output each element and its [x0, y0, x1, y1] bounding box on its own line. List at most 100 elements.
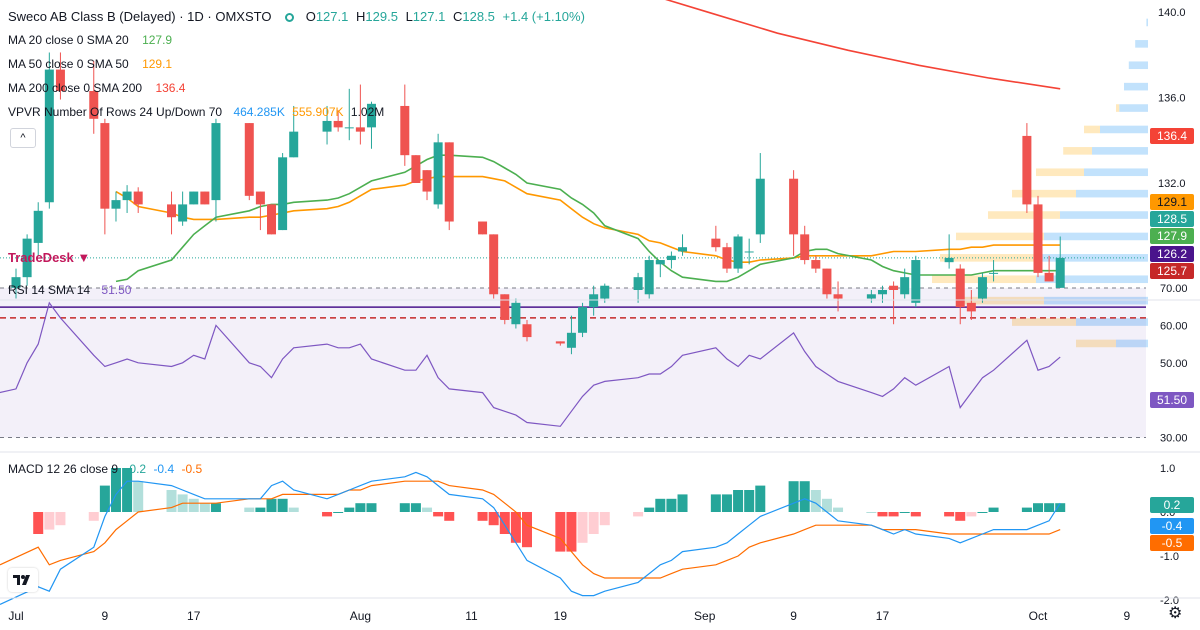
settings-gear-icon[interactable]: ⚙	[1168, 605, 1183, 622]
candle[interactable]	[1055, 236, 1065, 288]
candle-body	[989, 272, 999, 274]
candle[interactable]	[822, 268, 832, 299]
candle[interactable]	[833, 281, 843, 312]
candle[interactable]	[267, 204, 276, 235]
candle-body	[111, 200, 121, 209]
candle[interactable]	[722, 242, 732, 273]
candle[interactable]	[111, 191, 121, 222]
tradingview-logo-icon[interactable]	[8, 568, 38, 592]
candle[interactable]	[711, 225, 721, 252]
candle[interactable]	[800, 225, 810, 265]
candle-body	[944, 257, 954, 263]
candle[interactable]	[566, 315, 576, 355]
candle[interactable]	[333, 110, 343, 132]
candle-body	[444, 142, 454, 222]
collapse-legend-button[interactable]: ^	[10, 128, 36, 148]
vpvr-row-up	[1012, 189, 1076, 198]
candle[interactable]	[444, 142, 454, 231]
candle[interactable]	[489, 234, 499, 299]
macd-histogram-bar	[433, 512, 444, 517]
candle[interactable]	[977, 272, 987, 303]
candle[interactable]	[289, 105, 299, 158]
candle[interactable]	[633, 272, 643, 303]
candle[interactable]	[322, 105, 332, 145]
candle[interactable]	[178, 191, 188, 226]
ma200-label: MA 200 close 0 SMA 200	[8, 81, 143, 95]
candle[interactable]	[944, 234, 954, 269]
candle[interactable]	[578, 302, 588, 338]
candle[interactable]	[255, 191, 265, 231]
macd-histogram-bar	[399, 503, 410, 512]
tradedesk-label[interactable]: TradeDesk ▼	[8, 250, 91, 265]
candle[interactable]	[666, 251, 676, 269]
candle[interactable]	[211, 118, 221, 222]
candle[interactable]	[167, 191, 177, 235]
pane-separators[interactable]	[0, 299, 1200, 599]
candle[interactable]	[122, 185, 132, 213]
candle[interactable]	[655, 260, 665, 278]
candle[interactable]	[411, 155, 421, 183]
candle[interactable]	[511, 298, 521, 329]
candle[interactable]	[789, 170, 799, 256]
candle[interactable]	[644, 255, 654, 299]
candle[interactable]	[1022, 123, 1032, 213]
candle[interactable]	[989, 260, 999, 282]
macd-histogram-bar	[799, 481, 810, 512]
candle-body	[666, 255, 676, 261]
candle[interactable]	[966, 290, 976, 320]
candle[interactable]	[755, 153, 765, 243]
vpvr-row-up	[956, 296, 1044, 305]
candle[interactable]	[744, 238, 754, 265]
candle[interactable]	[100, 118, 110, 235]
candle[interactable]	[589, 285, 599, 316]
candle[interactable]	[344, 88, 354, 141]
candle[interactable]	[1033, 195, 1043, 278]
candle-body	[744, 251, 754, 253]
symbol-title[interactable]: Sweco AB Class B (Delayed) · 1D · OMXSTO	[8, 9, 272, 24]
macd-histogram-bar	[210, 503, 221, 512]
candle[interactable]	[22, 234, 32, 286]
candlesticks[interactable]	[0, 52, 1065, 355]
candle[interactable]	[866, 290, 876, 303]
candle[interactable]	[400, 84, 410, 166]
candle[interactable]	[189, 191, 199, 205]
vpvr-row-up	[956, 232, 1044, 241]
symbol-header[interactable]: Sweco AB Class B (Delayed) · 1D · OMXSTO…	[8, 9, 589, 24]
ma20-legend[interactable]: MA 20 close 0 SMA 20 127.9	[8, 33, 176, 47]
ma200-legend[interactable]: MA 200 close 0 SMA 200 136.4	[8, 81, 189, 95]
candle[interactable]	[133, 187, 143, 213]
candle[interactable]	[911, 255, 921, 308]
candle[interactable]	[555, 341, 565, 346]
candle[interactable]	[44, 52, 54, 209]
candle[interactable]	[500, 294, 510, 325]
candle[interactable]	[889, 281, 899, 325]
candle[interactable]	[89, 61, 99, 134]
candle[interactable]	[478, 221, 488, 235]
candle[interactable]	[200, 191, 210, 205]
candle[interactable]	[900, 268, 910, 299]
candle[interactable]	[366, 101, 376, 149]
level-price-badge: 126.2	[1150, 246, 1194, 262]
ma50-legend[interactable]: MA 50 close 0 SMA 50 129.1	[8, 57, 176, 71]
macd-histogram-bar	[810, 490, 821, 512]
macd-legend[interactable]: MACD 12 26 close 9 0.2 -0.4 -0.5	[8, 462, 206, 476]
candle[interactable]	[422, 170, 432, 201]
vpvr-legend[interactable]: VPVR Number Of Rows 24 Up/Down 70 464.28…	[8, 105, 388, 119]
candle[interactable]	[33, 202, 43, 256]
candle[interactable]	[733, 234, 743, 273]
candle[interactable]	[244, 123, 254, 201]
rsi-legend[interactable]: RSI 14 SMA 14 51.50	[8, 283, 135, 297]
candle[interactable]	[55, 52, 65, 100]
candle[interactable]	[355, 84, 365, 145]
candle[interactable]	[811, 255, 821, 273]
candle[interactable]	[433, 133, 443, 209]
candle-body	[33, 210, 43, 243]
candle[interactable]	[278, 153, 288, 231]
candle[interactable]	[955, 264, 965, 325]
candle[interactable]	[11, 268, 21, 299]
candle[interactable]	[678, 234, 688, 256]
candle[interactable]	[522, 319, 532, 342]
candle[interactable]	[1044, 255, 1054, 282]
candle-body	[522, 324, 532, 338]
